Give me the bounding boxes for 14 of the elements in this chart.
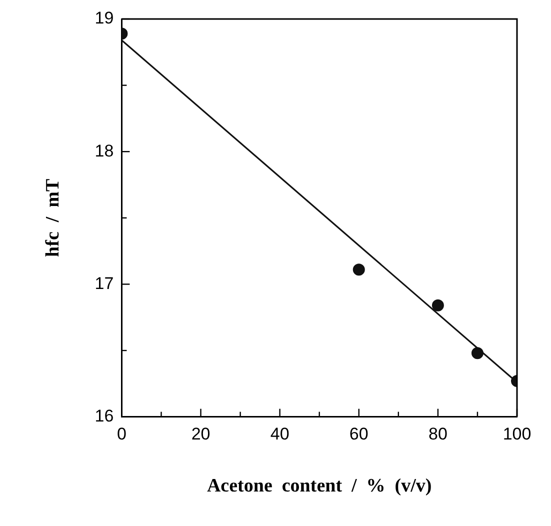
x-tick-label: 40 [270, 424, 290, 444]
x-axis-title: Acetone content / % (v/v) [206, 476, 432, 497]
point [352, 264, 365, 276]
x-tick-label: 0 [116, 424, 126, 444]
x-tick-label: 20 [191, 424, 210, 444]
y-tick-label: 19 [94, 8, 114, 28]
y-tick-label: 17 [94, 274, 114, 293]
x-tick-label: 60 [349, 424, 368, 444]
y-tick-label: 18 [94, 141, 114, 160]
x-tick-label: 100 [502, 424, 532, 444]
x-tick-label: 80 [428, 424, 448, 444]
point [432, 299, 444, 312]
y-tick-label: 16 [94, 406, 114, 426]
y-axis-title: hfc / mT [42, 178, 64, 257]
